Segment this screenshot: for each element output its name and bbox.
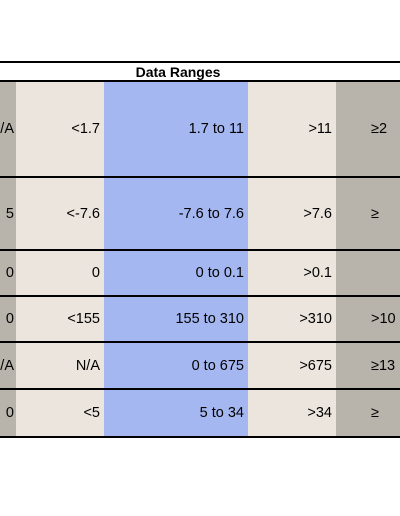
table-cell: 0 to 675	[104, 343, 248, 388]
table-cell: 0	[16, 251, 104, 295]
table-row: 0 <5 5 to 34 >34 ≥	[0, 390, 400, 438]
table-cell: <5	[16, 390, 104, 436]
table-title: Data Ranges	[135, 64, 221, 80]
table-cell: >11	[248, 82, 336, 176]
table-cell: >34	[248, 390, 336, 436]
table-cell: 0	[0, 297, 16, 341]
table-cell: ≥2	[336, 82, 400, 176]
table-cell: ≥13	[336, 343, 400, 388]
table-body: /A <1.7 1.7 to 11 >11 ≥2 5 <-7.6 -7.6 to…	[0, 82, 400, 438]
table-cell: <-7.6	[16, 178, 104, 249]
table-cell: ≥	[336, 178, 400, 249]
table-cell: ≥	[336, 390, 400, 436]
table-cell: >0.1	[248, 251, 336, 295]
table-cell: N/A	[16, 343, 104, 388]
table-cell: >7.6	[248, 178, 336, 249]
table-cell: >10	[336, 297, 400, 341]
table-cell: 5 to 34	[104, 390, 248, 436]
table-cell: /A	[0, 82, 16, 176]
table-title-row: Data Ranges	[0, 61, 400, 82]
table-cell: -7.6 to 7.6	[104, 178, 248, 249]
table-row: 5 <-7.6 -7.6 to 7.6 >7.6 ≥	[0, 178, 400, 251]
table-cell: 0 to 0.1	[104, 251, 248, 295]
table-row: 0 <155 155 to 310 >310 >10	[0, 297, 400, 343]
data-ranges-table: Data Ranges /A <1.7 1.7 to 11 >11 ≥2 5 <…	[0, 61, 400, 446]
table-cell: 1.7 to 11	[104, 82, 248, 176]
table-cell: <155	[16, 297, 104, 341]
table-row: 0 0 0 to 0.1 >0.1	[0, 251, 400, 297]
table-row: /A <1.7 1.7 to 11 >11 ≥2	[0, 82, 400, 178]
table-cell: 0	[0, 251, 16, 295]
table-cell: 155 to 310	[104, 297, 248, 341]
table-cell: >310	[248, 297, 336, 341]
table-row: /A N/A 0 to 675 >675 ≥13	[0, 343, 400, 390]
table-cell	[336, 251, 400, 295]
table-cell: >675	[248, 343, 336, 388]
table-cell: 5	[0, 178, 16, 249]
table-cell: 0	[0, 390, 16, 436]
table-cell: <1.7	[16, 82, 104, 176]
table-cell: /A	[0, 343, 16, 388]
